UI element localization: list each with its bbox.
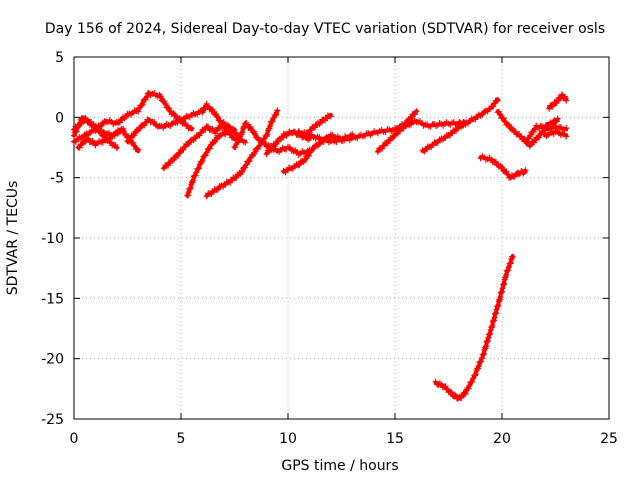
data-arc bbox=[374, 118, 469, 155]
data-arc bbox=[419, 97, 501, 155]
y-axis-label: SDTVAR / TECUs bbox=[5, 181, 21, 296]
data-arc bbox=[477, 153, 529, 181]
y-tick-label: -10 bbox=[41, 231, 64, 247]
data-point-markers bbox=[524, 115, 561, 142]
y-tick-label: 5 bbox=[55, 50, 64, 66]
data-point-markers bbox=[184, 126, 238, 199]
y-tick-label: -25 bbox=[41, 412, 64, 428]
data-arc bbox=[71, 114, 127, 140]
y-tick-label: -5 bbox=[50, 171, 64, 187]
y-tick-label: -20 bbox=[41, 352, 64, 368]
data-arc bbox=[546, 91, 570, 112]
data-point-markers bbox=[419, 97, 501, 155]
data-point-markers bbox=[541, 127, 570, 140]
x-axis-label: GPS time / hours bbox=[281, 458, 398, 474]
x-tick-label: 5 bbox=[177, 431, 186, 447]
x-tick-label: 20 bbox=[493, 431, 511, 447]
data-point-markers bbox=[231, 119, 313, 158]
data-arc bbox=[184, 126, 238, 199]
data-arc bbox=[231, 119, 313, 158]
y-tick-label: 0 bbox=[55, 110, 64, 126]
data-point-markers bbox=[124, 100, 249, 146]
data-arc bbox=[541, 127, 570, 140]
data-point-markers bbox=[374, 118, 469, 155]
chart-title: Day 156 of 2024, Sidereal Day-to-day VTE… bbox=[45, 21, 605, 37]
x-tick-label: 10 bbox=[279, 431, 297, 447]
data-arc bbox=[524, 115, 561, 142]
x-tick-label: 15 bbox=[386, 431, 404, 447]
data-point-markers bbox=[494, 108, 570, 150]
data-point-markers bbox=[432, 253, 516, 402]
data-point-markers bbox=[477, 153, 529, 181]
x-tick-label: 25 bbox=[600, 431, 618, 447]
grid bbox=[74, 57, 609, 419]
data-point-markers bbox=[546, 91, 570, 112]
axis-ticks: 0 5 10 15 20 25 5 0 -5 -10 -15 -20 -25 bbox=[41, 50, 618, 447]
data-point-markers bbox=[71, 114, 127, 140]
x-tick-label: 0 bbox=[70, 431, 79, 447]
data-series bbox=[71, 90, 570, 402]
y-tick-label: -15 bbox=[41, 291, 64, 307]
data-arc bbox=[494, 108, 570, 150]
data-arc bbox=[432, 253, 516, 402]
